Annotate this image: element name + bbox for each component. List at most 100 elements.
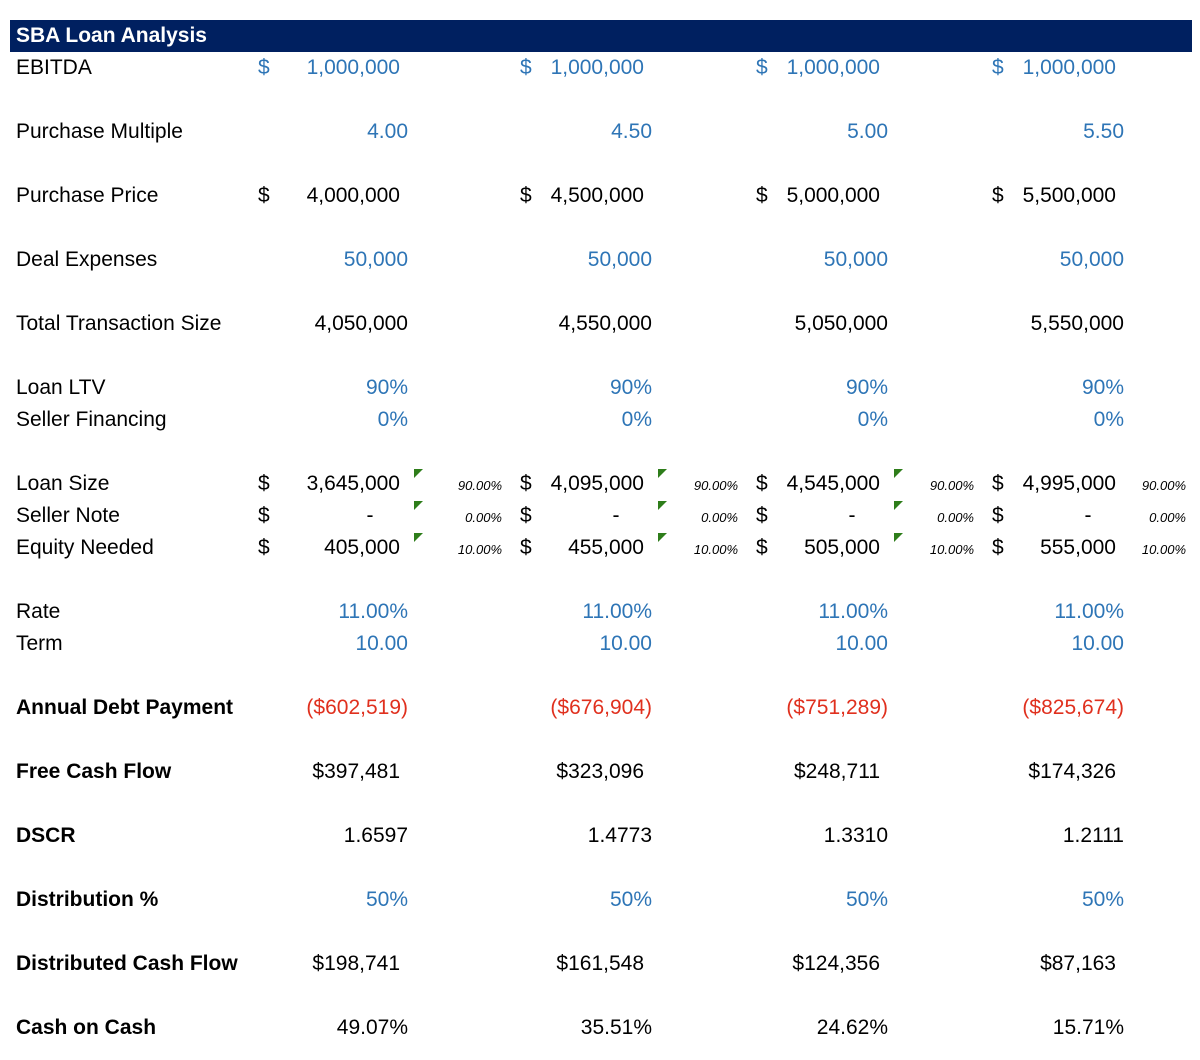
dscr-cell[interactable]: 1.6597 [343,824,408,847]
seller-note-pct: 0.00% [465,510,502,525]
total-transaction-cell[interactable]: 5,050,000 [794,312,888,335]
annual-debt-payment-cell[interactable]: ($751,289) [786,696,888,719]
distribution-pct-cell[interactable]: 50% [365,888,408,911]
loan-ltv-cell[interactable]: 90% [365,376,408,399]
term-cell[interactable]: 10.00 [355,632,408,655]
comment-indicator-icon[interactable] [658,469,667,478]
row-rate: Rate 11.00% 11.00% 11.00% 11.00% [0,597,1200,627]
ebitda-cell[interactable]: 1,000,000 [1022,56,1116,79]
purchase-multiple-cell[interactable]: 5.50 [1083,120,1124,143]
ebitda-cell[interactable]: 1,000,000 [306,56,400,79]
total-transaction-cell[interactable]: 5,550,000 [1030,312,1124,335]
free-cash-flow-cell[interactable]: $397,481 [312,760,400,783]
loan-ltv-cell[interactable]: 90% [1081,376,1124,399]
currency-symbol: $ [992,536,1004,559]
row-label: Loan LTV [16,376,106,399]
loan-size-cell[interactable]: 4,095,000 [550,472,644,495]
cash-on-cash-cell[interactable]: 15.71% [1052,1016,1124,1039]
row-label: Distributed Cash Flow [16,952,238,975]
rate-cell[interactable]: 11.00% [818,600,888,623]
cash-on-cash-cell[interactable]: 24.62% [816,1016,888,1039]
loan-size-cell[interactable]: 4,995,000 [1022,472,1116,495]
purchase-price-cell[interactable]: 5,500,000 [1022,184,1116,207]
currency-symbol: $ [756,504,768,527]
distributed-cash-flow-cell[interactable]: $87,163 [1040,952,1116,975]
equity-needed-pct: 10.00% [457,542,502,557]
seller-financing-cell[interactable]: 0% [621,408,652,431]
row-free-cash-flow: Free Cash Flow $397,481 $323,096 $248,71… [0,757,1200,787]
equity-needed-cell[interactable]: 455,000 [568,536,644,559]
comment-indicator-icon[interactable] [894,533,903,542]
total-transaction-cell[interactable]: 4,050,000 [314,312,408,335]
rate-cell[interactable]: 11.00% [1054,600,1124,623]
purchase-price-cell[interactable]: 5,000,000 [786,184,880,207]
equity-needed-cell[interactable]: 555,000 [1040,536,1116,559]
row-loan-ltv: Loan LTV 90% 90% 90% 90% [0,373,1200,403]
rate-cell[interactable]: 11.00% [582,600,652,623]
comment-indicator-icon[interactable] [658,501,667,510]
free-cash-flow-cell[interactable]: $174,326 [1028,760,1116,783]
annual-debt-payment-cell[interactable]: ($676,904) [550,696,652,719]
distributed-cash-flow-cell[interactable]: $161,548 [556,952,644,975]
annual-debt-payment-cell[interactable]: ($825,674) [1022,696,1124,719]
row-label: Purchase Price [16,184,159,207]
cash-on-cash-cell[interactable]: 35.51% [580,1016,652,1039]
loan-ltv-cell[interactable]: 90% [845,376,888,399]
row-ebitda: EBITDA $ 1,000,000 $ 1,000,000 $ 1,000,0… [0,53,1200,83]
purchase-multiple-cell[interactable]: 4.00 [367,120,408,143]
purchase-price-cell[interactable]: 4,500,000 [550,184,644,207]
seller-note-pct: 0.00% [1149,510,1186,525]
comment-indicator-icon[interactable] [894,469,903,478]
ebitda-cell[interactable]: 1,000,000 [786,56,880,79]
distribution-pct-cell[interactable]: 50% [1081,888,1124,911]
cash-on-cash-cell[interactable]: 49.07% [336,1016,408,1039]
loan-size-cell[interactable]: 4,545,000 [786,472,880,495]
dscr-cell[interactable]: 1.3310 [823,824,888,847]
comment-indicator-icon[interactable] [894,501,903,510]
ebitda-cell[interactable]: 1,000,000 [550,56,644,79]
loan-size-pct: 90.00% [693,478,738,493]
free-cash-flow-cell[interactable]: $323,096 [556,760,644,783]
distribution-pct-cell[interactable]: 50% [609,888,652,911]
comment-indicator-icon[interactable] [414,533,423,542]
distributed-cash-flow-cell[interactable]: $124,356 [792,952,880,975]
seller-financing-cell[interactable]: 0% [377,408,408,431]
currency-symbol: $ [258,536,270,559]
term-cell[interactable]: 10.00 [835,632,888,655]
term-cell[interactable]: 10.00 [599,632,652,655]
comment-indicator-icon[interactable] [414,501,423,510]
distributed-cash-flow-cell[interactable]: $198,741 [312,952,400,975]
equity-needed-cell[interactable]: 405,000 [324,536,400,559]
purchase-multiple-cell[interactable]: 4.50 [611,120,652,143]
dscr-cell[interactable]: 1.4773 [587,824,652,847]
comment-indicator-icon[interactable] [414,469,423,478]
free-cash-flow-cell[interactable]: $248,711 [793,760,880,783]
row-label: Loan Size [16,472,110,495]
deal-expenses-cell[interactable]: 50,000 [343,248,408,271]
seller-financing-cell[interactable]: 0% [857,408,888,431]
comment-indicator-icon[interactable] [658,533,667,542]
deal-expenses-cell[interactable]: 50,000 [587,248,652,271]
annual-debt-payment-cell[interactable]: ($602,519) [306,696,408,719]
total-transaction-cell[interactable]: 4,550,000 [558,312,652,335]
seller-note-cell[interactable]: - [366,504,374,527]
distribution-pct-cell[interactable]: 50% [845,888,888,911]
seller-note-cell[interactable]: - [1084,504,1092,527]
equity-needed-cell[interactable]: 505,000 [804,536,880,559]
dscr-cell[interactable]: 1.2111 [1062,824,1124,847]
purchase-price-cell[interactable]: 4,000,000 [306,184,400,207]
seller-note-cell[interactable]: - [612,504,620,527]
seller-financing-cell[interactable]: 0% [1093,408,1124,431]
loan-size-cell[interactable]: 3,645,000 [306,472,400,495]
seller-note-pct: 0.00% [937,510,974,525]
deal-expenses-cell[interactable]: 50,000 [823,248,888,271]
term-cell[interactable]: 10.00 [1071,632,1124,655]
purchase-multiple-cell[interactable]: 5.00 [847,120,888,143]
row-seller-note: Seller Note $ - 0.00% $ - 0.00% $ - 0.00… [0,501,1200,531]
seller-note-cell[interactable]: - [848,504,856,527]
loan-ltv-cell[interactable]: 90% [609,376,652,399]
rate-cell[interactable]: 11.00% [338,600,408,623]
title-bar: SBA Loan Analysis [10,20,1192,52]
deal-expenses-cell[interactable]: 50,000 [1059,248,1124,271]
